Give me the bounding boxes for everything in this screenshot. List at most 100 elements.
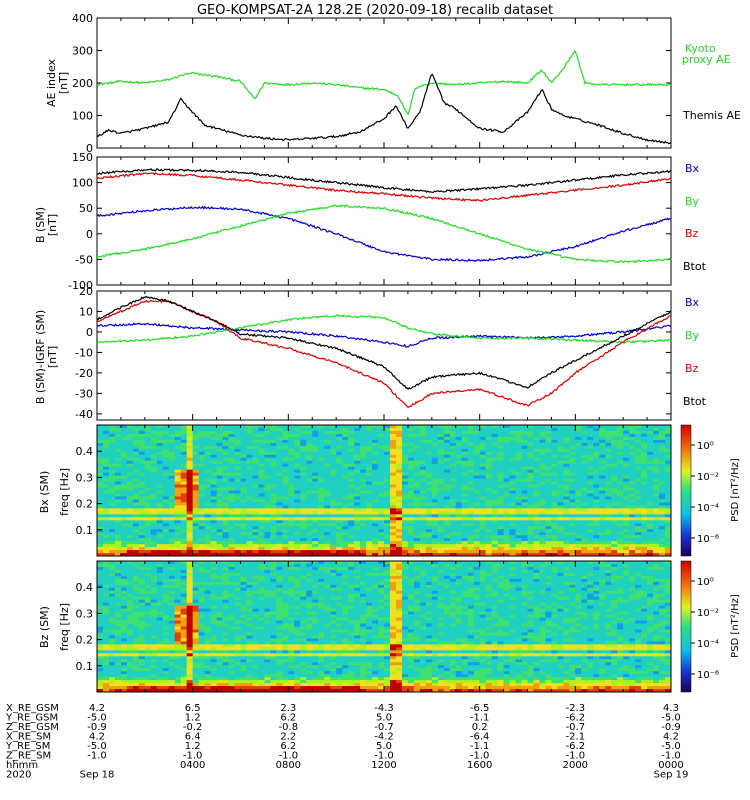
spec-cell xyxy=(144,605,152,610)
spec-cell xyxy=(384,550,391,554)
spec-cell xyxy=(653,430,660,435)
spec-cell xyxy=(629,529,636,533)
spec-cell xyxy=(527,502,534,506)
spec-cell xyxy=(605,526,612,530)
spec-cell xyxy=(228,469,235,474)
spec-cell xyxy=(509,493,516,497)
spec-cell xyxy=(252,520,259,524)
spec-cell xyxy=(348,472,355,477)
spec-cell xyxy=(455,550,463,554)
spec-cell xyxy=(144,665,152,669)
spec-cell xyxy=(431,553,439,557)
spec-cell xyxy=(126,439,134,444)
spec-cell xyxy=(372,481,379,485)
spec-cell xyxy=(97,680,104,684)
spec-cell xyxy=(665,484,672,488)
spec-cell xyxy=(605,490,612,494)
spec-cell xyxy=(360,526,367,530)
spec-cell xyxy=(162,544,170,548)
colorbar-tick-label: 10⁻² xyxy=(697,472,719,483)
spec-cell xyxy=(102,605,110,610)
spec-cell xyxy=(144,451,152,456)
spec-cell xyxy=(216,442,223,447)
spec-cell xyxy=(330,442,337,447)
spec-cell xyxy=(132,650,140,654)
spec-cell xyxy=(569,427,576,432)
spec-cell xyxy=(144,686,152,690)
spec-cell xyxy=(174,677,182,681)
spec-cell xyxy=(330,454,337,459)
spec-cell xyxy=(354,481,361,485)
spec-cell xyxy=(611,523,618,527)
spec-cell xyxy=(378,550,385,554)
spec-cell xyxy=(509,445,516,450)
spec-cell xyxy=(138,451,146,456)
spec-cell xyxy=(312,445,319,450)
spec-cell xyxy=(401,553,409,557)
spec-cell xyxy=(491,472,499,477)
spec-cell xyxy=(114,608,122,613)
spec-cell xyxy=(563,511,570,515)
spec-cell xyxy=(204,493,212,497)
spec-cell xyxy=(318,550,325,554)
spec-cell xyxy=(653,529,660,533)
spec-cell xyxy=(300,553,307,557)
spec-cell xyxy=(174,632,182,636)
spec-cell xyxy=(264,445,271,450)
spec-cell xyxy=(342,517,349,521)
spec-cell xyxy=(455,448,463,453)
spec-cell xyxy=(138,561,146,565)
spec-cell xyxy=(557,493,564,497)
y-tick-label: 0 xyxy=(86,228,93,241)
spec-cell xyxy=(539,466,546,471)
spec-cell xyxy=(527,505,534,509)
spec-cell xyxy=(216,484,223,488)
spec-cell xyxy=(449,514,457,518)
spec-cell xyxy=(228,427,235,432)
spec-cell xyxy=(372,520,379,524)
spec-cell xyxy=(150,599,158,604)
spec-cell xyxy=(635,499,642,503)
spec-cell xyxy=(198,463,206,468)
spec-cell xyxy=(551,460,558,465)
spec-cell xyxy=(521,445,528,450)
spec-cell xyxy=(330,526,337,530)
spec-cell xyxy=(372,430,379,435)
spec-cell xyxy=(240,511,247,515)
spec-cell xyxy=(419,520,427,524)
spec-cell xyxy=(503,529,510,533)
spec-cell xyxy=(413,484,421,488)
spec-cell xyxy=(653,475,660,479)
spec-cell xyxy=(174,481,182,485)
spec-cell xyxy=(174,484,182,488)
spec-cell xyxy=(174,553,182,557)
spec-cell xyxy=(509,541,516,545)
spec-cell xyxy=(348,496,355,500)
spec-cell xyxy=(324,544,331,548)
spec-cell xyxy=(216,499,223,503)
spec-cell xyxy=(258,553,265,557)
spec-cell xyxy=(156,538,164,542)
spec-cell xyxy=(665,508,672,512)
spec-cell xyxy=(97,460,104,465)
spec-cell xyxy=(509,502,516,506)
spec-cell xyxy=(527,436,534,441)
spec-cell xyxy=(234,425,241,429)
spec-cell xyxy=(366,463,373,468)
spec-cell xyxy=(192,430,200,435)
spec-cell xyxy=(575,493,582,497)
spec-cell xyxy=(372,460,379,465)
spec-cell xyxy=(497,463,504,468)
spec-cell xyxy=(97,641,104,645)
spec-cell xyxy=(437,502,445,506)
spec-cell xyxy=(294,508,301,512)
spec-cell xyxy=(623,520,630,524)
spec-cell xyxy=(144,689,152,693)
spec-cell xyxy=(150,517,158,521)
spec-cell xyxy=(455,505,463,509)
spec-cell xyxy=(431,454,439,459)
spec-cell xyxy=(665,427,672,432)
spec-cell xyxy=(318,529,325,533)
spec-cell xyxy=(425,427,433,432)
spec-cell xyxy=(258,433,265,438)
